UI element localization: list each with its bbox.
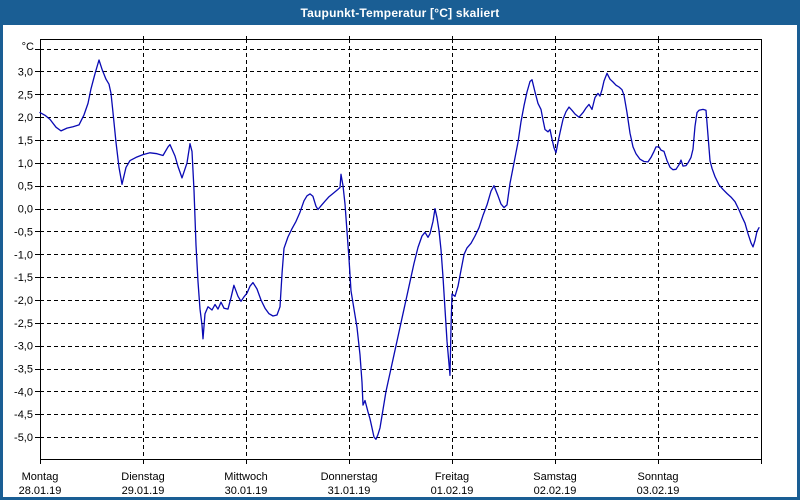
y-axis-label: 0,5	[18, 181, 33, 193]
y-axis-label: -1,0	[14, 249, 33, 261]
x-axis-date-label: 02.02.19	[534, 485, 577, 497]
x-axis-day-label: Mittwoch	[224, 471, 267, 483]
y-axis-label: -2,5	[14, 318, 33, 330]
series-line	[39, 59, 760, 440]
y-axis-label: -1,5	[14, 272, 33, 284]
x-axis-date-label: 31.01.19	[328, 485, 371, 497]
plot-frame	[40, 39, 762, 460]
y-axis-label: -2,0	[14, 295, 33, 307]
window-titlebar[interactable]: Taupunkt-Temperatur [°C] skaliert	[0, 0, 800, 25]
x-axis-day-label: Dienstag	[121, 471, 164, 483]
y-axis-label: 1,0	[18, 158, 33, 170]
y-axis-label: 0,0	[18, 204, 33, 216]
x-axis-day-label: Freitag	[435, 471, 469, 483]
window-border-left	[0, 25, 3, 500]
y-axis-label: -3,5	[14, 364, 33, 376]
dewpoint-line-chart: °C 3,0 2,5 2,0 1,5 1,0 0,5 0,0 -0,5 -1,0 -1,5 -2,0 -…	[14, 36, 762, 497]
x-axis-date-label: 03.02.19	[637, 485, 680, 497]
x-axis-date-label: 30.01.19	[225, 485, 268, 497]
x-axis-date-label: 01.02.19	[431, 485, 474, 497]
y-axis-label: 1,5	[18, 135, 33, 147]
x-axis-day-label: Montag	[22, 471, 59, 483]
window-border-right	[797, 25, 800, 500]
x-axis-day-label: Sonntag	[638, 471, 679, 483]
y-axis-label: -3,0	[14, 341, 33, 353]
x-axis-day-label: Samstag	[533, 471, 576, 483]
y-axis-label: -5,0	[14, 432, 33, 444]
x-axis-date-label: 28.01.19	[19, 485, 62, 497]
y-axis-label: 3,0	[18, 66, 33, 78]
y-axis-label: 2,5	[18, 89, 33, 101]
y-axis-label: -0,5	[14, 226, 33, 238]
y-axis-unit-label: °C	[22, 41, 34, 53]
y-axis-label: 2,0	[18, 112, 33, 124]
y-axis-label: -4,5	[14, 409, 33, 421]
x-axis-date-label: 29.01.19	[122, 485, 165, 497]
x-axis-day-label: Donnerstag	[321, 471, 378, 483]
window-border-bottom	[0, 497, 800, 500]
window-title: Taupunkt-Temperatur [°C] skaliert	[300, 5, 500, 20]
y-axis-label: -4,0	[14, 386, 33, 398]
